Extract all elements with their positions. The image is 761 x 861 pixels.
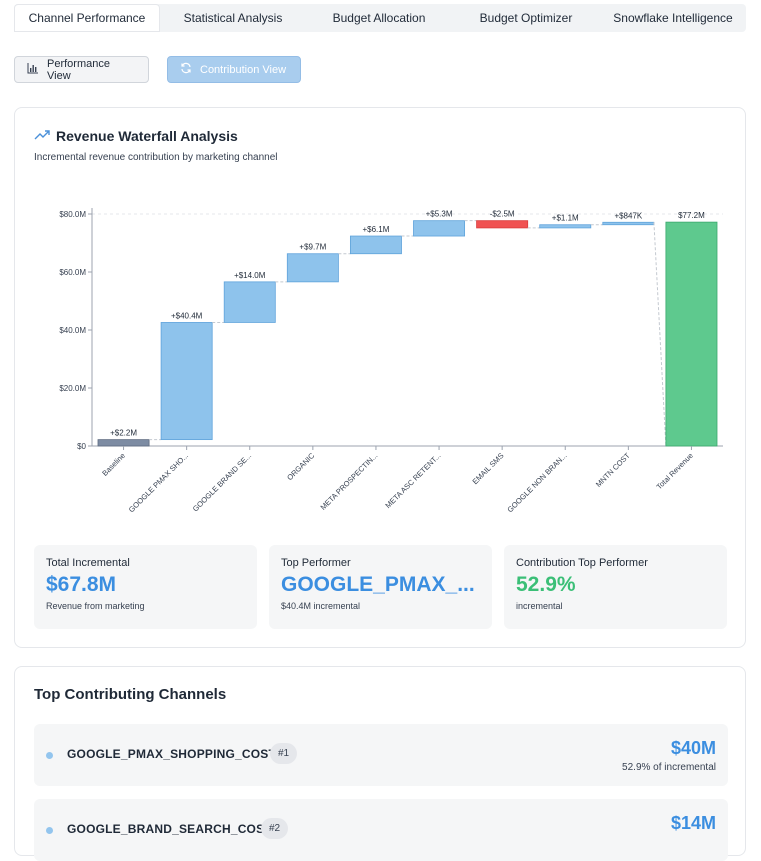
waterfall-card: Revenue Waterfall Analysis Incremental r…	[14, 107, 746, 648]
x-tick-label: GOOGLE NON BRAN...	[505, 451, 568, 514]
waterfall-bar	[97, 439, 150, 447]
x-tick-label: ORGANIC	[285, 451, 317, 483]
stat-label: Contribution Top Performer	[516, 557, 648, 569]
data-label: +$40.4M	[171, 311, 203, 320]
waterfall-chart: $0 $20.0M $40.0M $60.0M $80.0M +$2.2M Baseline…	[59, 208, 723, 514]
channel-dot-icon	[46, 827, 53, 834]
waterfall-title: Revenue Waterfall Analysis	[34, 128, 238, 144]
waterfall-bar	[160, 322, 213, 441]
data-label: +$9.7M	[299, 243, 326, 252]
stat-top-performer: Top Performer GOOGLE_PMAX_... $40.4M inc…	[269, 545, 492, 629]
stat-label: Top Performer	[281, 557, 351, 569]
x-tick-label: GOOGLE BRAND SE...	[191, 451, 253, 513]
top-channels-title: Top Contributing Channels	[34, 686, 227, 703]
waterfall-bar	[602, 221, 655, 226]
contribution-view-label: Contribution View	[200, 63, 287, 76]
waterfall-bar	[413, 220, 466, 237]
stat-note: Revenue from marketing	[46, 601, 145, 611]
performance-view-label: Performance View	[47, 57, 110, 82]
tab-bar: Channel Performance Statistical Analysis…	[14, 4, 746, 32]
y-tick-label: $40.0M	[59, 326, 86, 335]
x-tick-label: META PROSPECTIN...	[319, 451, 380, 512]
x-tick-label: Total Revenue	[655, 451, 695, 491]
channel-name: GOOGLE_PMAX_SHOPPING_COST	[67, 747, 277, 761]
rank-badge: #1	[270, 743, 298, 764]
stat-value: GOOGLE_PMAX_...	[281, 573, 475, 596]
channel-name: GOOGLE_BRAND_SEARCH_COST	[67, 822, 272, 836]
waterfall-bar	[539, 224, 592, 229]
waterfall-bar	[665, 221, 718, 447]
stat-note: incremental	[516, 601, 563, 611]
list-item[interactable]: GOOGLE_BRAND_SEARCH_COST #2 $14M	[34, 799, 728, 861]
data-label: +$847K	[614, 211, 642, 220]
stat-contribution-top-performer: Contribution Top Performer 52.9% increme…	[504, 545, 727, 629]
bar-chart-icon	[27, 62, 39, 77]
tab-channel-performance[interactable]: Channel Performance	[14, 4, 160, 32]
data-label: +$2.2M	[110, 429, 137, 438]
waterfall-bar	[286, 253, 339, 283]
data-label: +$14.0M	[234, 271, 266, 280]
waterfall-bar	[476, 220, 529, 229]
y-tick-label: $80.0M	[59, 210, 86, 219]
tab-snowflake-intelligence[interactable]: Snowflake Intelligence	[613, 11, 733, 25]
stat-note: $40.4M incremental	[281, 601, 361, 611]
x-tick-label: Baseline	[100, 451, 127, 478]
contribution-view-button[interactable]: Contribution View	[167, 56, 301, 83]
y-tick-label: $0	[77, 442, 86, 451]
stat-value: $67.8M	[46, 573, 117, 596]
data-label: $77.2M	[678, 211, 705, 220]
trending-up-icon	[34, 128, 50, 144]
performance-view-button[interactable]: Performance View	[14, 56, 149, 83]
stat-total-incremental: Total Incremental $67.8M Revenue from ma…	[34, 545, 257, 629]
channel-value: $40M	[670, 738, 716, 758]
data-label: +$5.3M	[426, 210, 453, 219]
data-label: -$2.5M	[490, 210, 515, 219]
channel-dot-icon	[46, 752, 53, 759]
waterfall-title-text: Revenue Waterfall Analysis	[56, 128, 238, 144]
x-tick-label: GOOGLE PMAX SHO...	[127, 451, 190, 514]
waterfall-bar	[223, 281, 276, 323]
top-channels-card: Top Contributing Channels GOOGLE_PMAX_SH…	[14, 666, 746, 861]
y-tick-label: $20.0M	[59, 384, 86, 393]
waterfall-bar	[349, 235, 402, 255]
refresh-icon	[180, 62, 192, 77]
x-tick-label: META ASC RETENT...	[383, 451, 442, 510]
stat-value: 52.9%	[516, 573, 576, 596]
list-item[interactable]: GOOGLE_PMAX_SHOPPING_COST #1 $40M 52.9% …	[34, 724, 728, 786]
stat-label: Total Incremental	[46, 557, 130, 569]
tab-statistical-analysis[interactable]: Statistical Analysis	[183, 11, 283, 25]
data-label: +$6.1M	[362, 225, 389, 234]
data-label: +$1.1M	[552, 214, 579, 223]
rank-badge: #2	[261, 818, 289, 839]
waterfall-subtitle: Incremental revenue contribution by mark…	[34, 152, 278, 163]
tab-budget-optimizer[interactable]: Budget Optimizer	[479, 11, 573, 25]
x-tick-label: MNTN COST	[594, 451, 632, 489]
x-tick-label: EMAIL SMS	[471, 451, 506, 486]
channel-note: 52.9% of incremental	[622, 762, 716, 773]
channel-value: $14M	[670, 813, 716, 833]
y-tick-label: $60.0M	[59, 268, 86, 277]
tab-budget-allocation[interactable]: Budget Allocation	[332, 11, 426, 25]
connector-line	[653, 222, 667, 447]
